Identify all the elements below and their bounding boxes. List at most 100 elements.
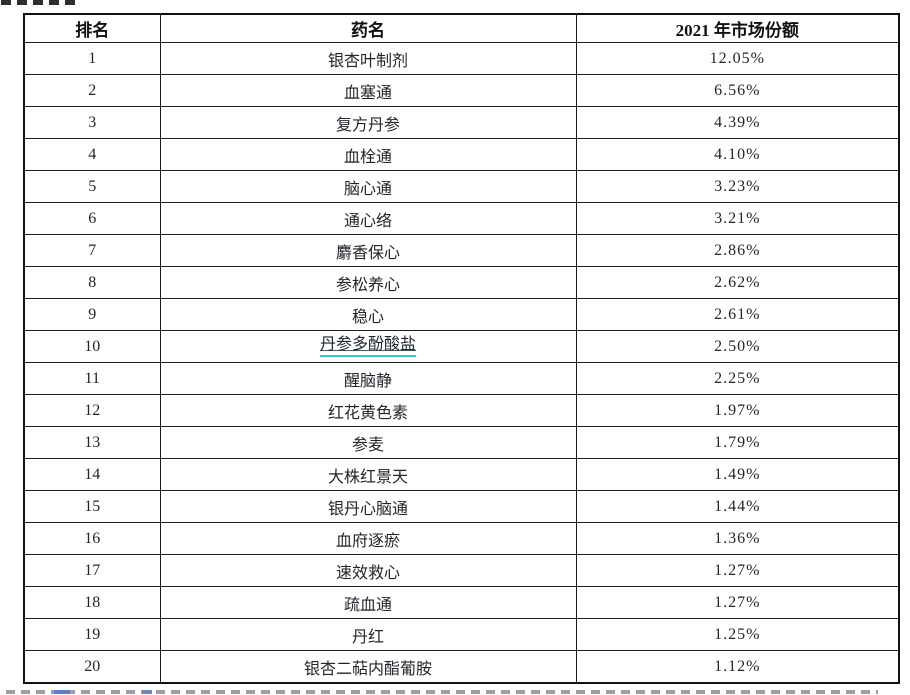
share-cell: 4.10%: [575, 138, 900, 171]
rank-cell: 20: [23, 650, 161, 684]
share-cell: 1.36%: [575, 522, 900, 555]
table-row: 19 丹红 1.25%: [23, 618, 900, 651]
share-cell: 2.62%: [575, 266, 900, 299]
share-cell: 12.05%: [575, 42, 900, 75]
drug-name-cell: 稳心: [159, 298, 577, 331]
drug-name: 银杏二萜内酯葡胺: [303, 660, 432, 678]
rank-cell: 15: [23, 490, 161, 523]
rank-cell: 8: [23, 266, 161, 299]
drug-name-cell: 血府逐瘀: [159, 522, 577, 555]
rank-cell: 7: [23, 234, 161, 267]
share-cell: 1.44%: [575, 490, 900, 523]
drug-name-cell: 银丹心脑通: [159, 490, 577, 523]
rank-cell: 10: [23, 330, 161, 363]
share-cell: 1.97%: [575, 394, 900, 427]
drug-name: 银丹心脑通: [327, 500, 408, 518]
drug-name: 丹红: [351, 628, 384, 646]
rank-cell: 14: [23, 458, 161, 491]
drug-name-cell: 参麦: [159, 426, 577, 459]
drug-name: 速效救心: [335, 564, 400, 582]
drug-name-cell: 丹参多酚酸盐: [159, 330, 577, 363]
drug-name: 稳心: [351, 308, 384, 326]
drug-name: 疏血通: [343, 596, 392, 614]
table-row: 17 速效救心 1.27%: [23, 554, 900, 587]
share-cell: 2.25%: [575, 362, 900, 395]
col-header-drug: 药名: [159, 13, 577, 43]
drug-name: 通心络: [343, 212, 392, 230]
rank-cell: 3: [23, 106, 161, 139]
drug-name-cell: 复方丹参: [159, 106, 577, 139]
drug-name: 血府逐瘀: [335, 532, 400, 550]
drug-name-cell: 银杏叶制剂: [159, 42, 577, 75]
table-row: 3 复方丹参 4.39%: [23, 106, 900, 139]
drug-name-cell: 银杏二萜内酯葡胺: [159, 650, 577, 684]
table-row: 15 银丹心脑通 1.44%: [23, 490, 900, 523]
drug-name: 血塞通: [343, 84, 392, 102]
rank-cell: 5: [23, 170, 161, 203]
drug-name: 参松养心: [335, 276, 400, 294]
table-row: 11 醒脑静 2.25%: [23, 362, 900, 395]
share-cell: 1.12%: [575, 650, 900, 684]
clipped-footnote-fragment: [6, 690, 878, 694]
drug-name-cell: 脑心通: [159, 170, 577, 203]
share-cell: 2.86%: [575, 234, 900, 267]
table-row: 1 银杏叶制剂 12.05%: [23, 42, 900, 75]
table-row: 7 麝香保心 2.86%: [23, 234, 900, 267]
share-cell: 6.56%: [575, 74, 900, 107]
table-row: 6 通心络 3.21%: [23, 202, 900, 235]
drug-name-cell: 醒脑静: [159, 362, 577, 395]
table-row: 2 血塞通 6.56%: [23, 74, 900, 107]
rank-cell: 19: [23, 618, 161, 651]
drug-name-cell: 红花黄色素: [159, 394, 577, 427]
clipped-footnote-blue-fleck2: [142, 690, 152, 694]
rank-cell: 13: [23, 426, 161, 459]
rank-cell: 9: [23, 298, 161, 331]
rank-cell: 6: [23, 202, 161, 235]
market-share-table: 排名 药名 2021 年市场份额 1 银杏叶制剂 12.05% 2 血塞通 6.…: [23, 13, 900, 684]
table-row: 12 红花黄色素 1.97%: [23, 394, 900, 427]
table-row: 14 大株红景天 1.49%: [23, 458, 900, 491]
rank-cell: 11: [23, 362, 161, 395]
drug-name-cell: 麝香保心: [159, 234, 577, 267]
rank-cell: 18: [23, 586, 161, 619]
drug-name: 醒脑静: [343, 372, 392, 390]
rank-cell: 17: [23, 554, 161, 587]
drug-name: 脑心通: [343, 180, 392, 198]
share-cell: 1.27%: [575, 554, 900, 587]
table-body: 1 银杏叶制剂 12.05% 2 血塞通 6.56% 3 复方丹参 4.39% …: [23, 42, 900, 684]
share-cell: 2.50%: [575, 330, 900, 363]
col-header-share: 2021 年市场份额: [575, 13, 900, 43]
clipped-footnote-blue-fleck: [54, 690, 70, 694]
drug-name-cell: 疏血通: [159, 586, 577, 619]
drug-name: 红花黄色素: [327, 404, 408, 422]
share-cell: 2.61%: [575, 298, 900, 331]
drug-name-cell: 血栓通: [159, 138, 577, 171]
share-cell: 1.27%: [575, 586, 900, 619]
drug-name: 麝香保心: [335, 244, 400, 262]
table-row: 16 血府逐瘀 1.36%: [23, 522, 900, 555]
drug-name-cell: 大株红景天: [159, 458, 577, 491]
drug-name-cell: 血塞通: [159, 74, 577, 107]
drug-name: 血栓通: [343, 148, 392, 166]
share-cell: 4.39%: [575, 106, 900, 139]
drug-name-cell: 速效救心: [159, 554, 577, 587]
table-row: 4 血栓通 4.10%: [23, 138, 900, 171]
table-row: 10 丹参多酚酸盐 2.50%: [23, 330, 900, 363]
table-row: 8 参松养心 2.62%: [23, 266, 900, 299]
drug-name: 参麦: [351, 436, 384, 454]
drug-name: 复方丹参: [335, 116, 400, 134]
table-row: 13 参麦 1.79%: [23, 426, 900, 459]
rank-cell: 2: [23, 74, 161, 107]
table-row: 9 稳心 2.61%: [23, 298, 900, 331]
table-row: 18 疏血通 1.27%: [23, 586, 900, 619]
rank-cell: 12: [23, 394, 161, 427]
rank-cell: 16: [23, 522, 161, 555]
share-cell: 1.49%: [575, 458, 900, 491]
rank-cell: 4: [23, 138, 161, 171]
table-row: 20 银杏二萜内酯葡胺 1.12%: [23, 650, 900, 684]
drug-name-cell: 通心络: [159, 202, 577, 235]
share-cell: 1.25%: [575, 618, 900, 651]
share-cell: 3.23%: [575, 170, 900, 203]
drug-name-cell: 丹红: [159, 618, 577, 651]
drug-name: 大株红景天: [327, 468, 408, 486]
